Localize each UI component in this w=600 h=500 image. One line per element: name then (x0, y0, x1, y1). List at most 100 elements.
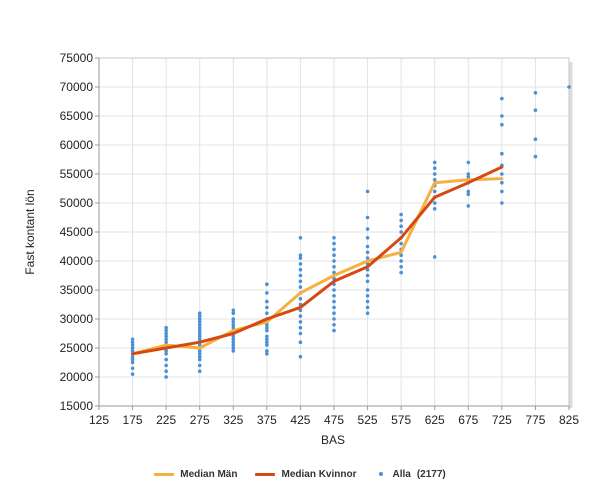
scatter-point (332, 317, 336, 321)
y-axis-title: Fast kontant lön (23, 189, 37, 274)
scatter-point (298, 340, 303, 345)
y-tick-label: 70000 (60, 80, 94, 94)
scatter-point (197, 354, 202, 359)
scatter-point (332, 259, 336, 263)
scatter-point (466, 189, 471, 194)
scatter-point (197, 320, 202, 324)
scatter-point (231, 325, 236, 330)
scatter-point (197, 357, 202, 362)
scatter-point (365, 288, 370, 292)
y-tick-label: 65000 (60, 109, 94, 123)
series-line-median-man (131, 177, 504, 356)
y-tick-label: 50000 (60, 196, 94, 210)
scatter-point (130, 366, 135, 371)
scatter-point (130, 343, 135, 347)
legend-swatch-median-man (154, 472, 175, 476)
scatter-point (365, 294, 370, 298)
scatter-point (466, 204, 471, 208)
scatter-point (332, 247, 336, 252)
scatter-point (298, 256, 303, 260)
scatter-point (164, 369, 168, 374)
x-tick-label: 325 (223, 413, 243, 427)
scatter-point (533, 137, 538, 141)
scatter-point (197, 331, 202, 336)
scatter-point (231, 340, 236, 345)
scatter-point (164, 334, 168, 339)
scatter-point (265, 311, 269, 316)
scatter-point (432, 207, 437, 211)
scatter-point (500, 172, 504, 176)
scatter-point (365, 311, 370, 316)
scatter-point (332, 311, 336, 316)
x-tick-label: 625 (425, 413, 445, 427)
scatter-point (399, 230, 403, 234)
y-tick-label: 75000 (60, 51, 94, 65)
scatter-point (298, 314, 303, 318)
scatter-point (432, 160, 437, 165)
scatter-point (197, 328, 202, 333)
scatter-point (466, 172, 471, 176)
scatter-point (197, 369, 202, 374)
scatter-point (500, 114, 504, 118)
scatter-point (298, 331, 303, 336)
line-series (131, 165, 504, 356)
scatter-point (332, 294, 336, 298)
legend: Median Män Median Kvinnor Alla (2177) (0, 466, 600, 482)
scatter-point (399, 224, 403, 228)
scatter-point (231, 311, 236, 316)
scatter-point (298, 267, 303, 272)
scatter-point (197, 317, 202, 321)
legend-item-median-kvinnor[interactable]: Median Kvinnor (255, 469, 357, 480)
x-tick-label: 775 (525, 413, 545, 427)
scatter-point (197, 323, 202, 327)
scatter-point (432, 172, 437, 176)
scatter-point (365, 250, 370, 255)
scatter-point (298, 273, 303, 278)
scatter-point (197, 337, 202, 342)
scatter-point (164, 340, 168, 345)
scatter-point (533, 154, 538, 159)
legend-item-median-man[interactable]: Median Män (154, 469, 237, 480)
scatter-point (164, 331, 168, 336)
scatter-point (164, 375, 168, 379)
scatter-point (265, 334, 269, 339)
scatter-point (500, 122, 504, 127)
x-tick-label: 125 (89, 413, 109, 427)
x-tick-label: 375 (257, 413, 277, 427)
scatter-point (231, 346, 236, 350)
y-tick-label: 40000 (60, 254, 94, 268)
scatter-point (298, 236, 303, 240)
scatter-point (164, 337, 168, 342)
x-tick-label: 725 (492, 413, 512, 427)
scatter-point (399, 270, 403, 275)
x-tick-label: 275 (190, 413, 210, 427)
scatter-point (231, 334, 236, 339)
scatter-point (130, 349, 135, 353)
scatter-point (164, 352, 168, 356)
legend-label-alla: Alla (392, 468, 411, 480)
scatter-point (432, 166, 437, 170)
scatter-point (365, 227, 370, 231)
scatter-point (365, 279, 370, 284)
x-tick-label: 675 (458, 413, 478, 427)
scatter-point (231, 323, 236, 327)
y-tick-label: 30000 (60, 312, 94, 326)
y-tick-label: 25000 (60, 341, 94, 355)
axes: 15000 20000 25000 30000 35000 40000 45000 50000… (60, 51, 580, 427)
scatter-point (231, 337, 236, 342)
x-tick-label: 475 (324, 413, 344, 427)
scatter-point (332, 328, 336, 333)
y-tick-label: 35000 (60, 283, 94, 297)
legend-item-alla[interactable]: Alla (2177) (375, 469, 446, 480)
scatter-point (130, 372, 135, 376)
scatter-point (298, 308, 303, 313)
scatter-point (265, 323, 269, 327)
scatter-point (432, 178, 437, 182)
scatter-point (365, 256, 370, 260)
scatter-point (399, 265, 403, 269)
scatter-point (533, 91, 538, 95)
scatter-point (365, 305, 370, 310)
y-tick-label: 55000 (60, 167, 94, 181)
scatter-point (365, 189, 370, 194)
scatter-point (432, 255, 437, 259)
